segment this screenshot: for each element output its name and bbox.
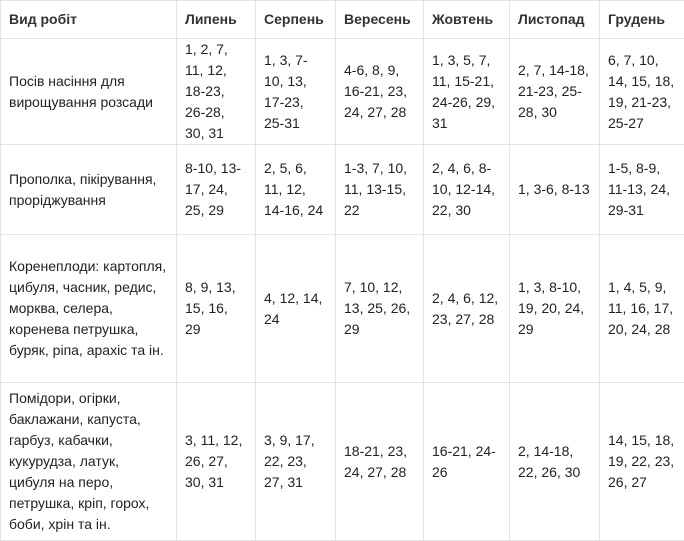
table-cell: 1, 3, 7-10, 13, 17-23, 25-31 (256, 39, 336, 145)
table-cell: 1, 2, 7, 11, 12, 18-23, 26-28, 30, 31 (177, 39, 256, 145)
header-september: Вересень (336, 1, 424, 39)
table-cell: 4-6, 8, 9, 16-21, 23, 24, 27, 28 (336, 39, 424, 145)
row-label: Прополка, пікірування, проріджування (1, 145, 177, 235)
table-cell: 8, 9, 13, 15, 16, 29 (177, 235, 256, 383)
table-cell: 1-3, 7, 10, 11, 13-15, 22 (336, 145, 424, 235)
header-december: Грудень (600, 1, 684, 39)
table-cell: 2, 7, 14-18, 21-23, 25-28, 30 (510, 39, 600, 145)
table-cell: 1-5, 8-9, 11-13, 24, 29-31 (600, 145, 684, 235)
table-cell: 2, 4, 6, 8-10, 12-14, 22, 30 (424, 145, 510, 235)
table-header-row: Вид робіт Липень Серпень Вересень Жовтен… (1, 1, 684, 39)
table-row: Помідори, огірки, баклажани, капуста, га… (1, 383, 684, 541)
header-october: Жовтень (424, 1, 510, 39)
header-work-type: Вид робіт (1, 1, 177, 39)
table-cell: 7, 10, 12, 13, 25, 26, 29 (336, 235, 424, 383)
table-cell: 16-21, 24-26 (424, 383, 510, 541)
table-cell: 18-21, 23, 24, 27, 28 (336, 383, 424, 541)
table-row: Коренеплоди: картопля, цибуля, часник, р… (1, 235, 684, 383)
table-cell: 14, 15, 18, 19, 22, 23, 26, 27 (600, 383, 684, 541)
header-august: Серпень (256, 1, 336, 39)
table-cell: 2, 14-18, 22, 26, 30 (510, 383, 600, 541)
table-cell: 2, 4, 6, 12, 23, 27, 28 (424, 235, 510, 383)
table-cell: 1, 3-6, 8-13 (510, 145, 600, 235)
table-cell: 2, 5, 6, 11, 12, 14-16, 24 (256, 145, 336, 235)
row-label: Коренеплоди: картопля, цибуля, часник, р… (1, 235, 177, 383)
table-row: Посів насіння для вирощування розсади 1,… (1, 39, 684, 145)
table-cell: 4, 12, 14, 24 (256, 235, 336, 383)
table-cell: 1, 4, 5, 9, 11, 16, 17, 20, 24, 28 (600, 235, 684, 383)
table-cell: 6, 7, 10, 14, 15, 18, 19, 21-23, 25-27 (600, 39, 684, 145)
table-cell: 3, 11, 12, 26, 27, 30, 31 (177, 383, 256, 541)
row-label: Помідори, огірки, баклажани, капуста, га… (1, 383, 177, 541)
table-cell: 8-10, 13-17, 24, 25, 29 (177, 145, 256, 235)
header-november: Листопад (510, 1, 600, 39)
table-row: Прополка, пікірування, проріджування 8-1… (1, 145, 684, 235)
header-july: Липень (177, 1, 256, 39)
table-cell: 1, 3, 8-10, 19, 20, 24, 29 (510, 235, 600, 383)
table-cell: 1, 3, 5, 7, 11, 15-21, 24-26, 29, 31 (424, 39, 510, 145)
row-label: Посів насіння для вирощування розсади (1, 39, 177, 145)
table-cell: 3, 9, 17, 22, 23, 27, 31 (256, 383, 336, 541)
